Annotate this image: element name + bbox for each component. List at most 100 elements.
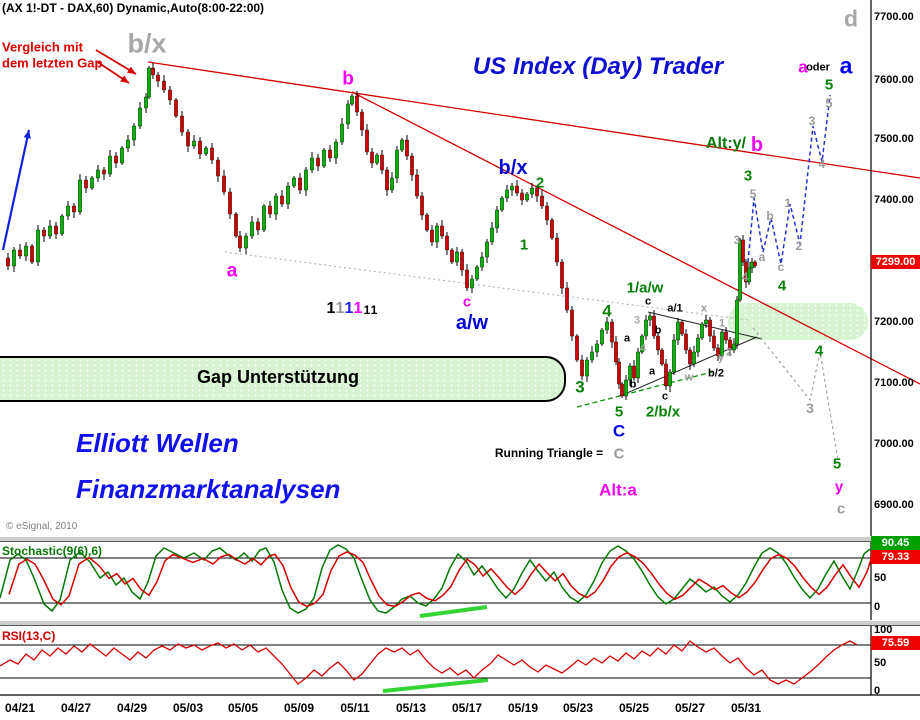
price-tick-label: 7000.00 bbox=[874, 438, 914, 450]
candle-body bbox=[192, 140, 196, 147]
candle-body bbox=[350, 95, 354, 105]
candle-body bbox=[696, 337, 700, 353]
wave-label-elliott-wellen: Elliott Wellen bbox=[76, 428, 239, 458]
candle-body bbox=[234, 213, 238, 237]
candle-body bbox=[440, 225, 444, 237]
wave-label-y: y bbox=[834, 478, 844, 496]
candle-body bbox=[395, 149, 399, 179]
wave-label-a: a bbox=[839, 52, 853, 79]
candle-body bbox=[375, 154, 379, 164]
esignal-copyright: © eSignal, 2010 bbox=[6, 521, 78, 532]
candle-body bbox=[495, 209, 499, 229]
candle-body bbox=[216, 159, 220, 177]
candle-body bbox=[322, 149, 326, 167]
wave-label-4: 4 bbox=[741, 270, 749, 284]
candle-body bbox=[590, 351, 594, 361]
candle-body bbox=[365, 129, 369, 153]
candle-body bbox=[652, 315, 656, 337]
gap-band-label: Gap Unterstützung bbox=[197, 367, 359, 387]
candle-body bbox=[455, 251, 459, 263]
candle-body bbox=[570, 309, 574, 337]
candle-body bbox=[210, 147, 214, 161]
candle-body bbox=[147, 67, 151, 98]
date-tick-label: 04/29 bbox=[116, 701, 148, 715]
wave-label-running-triangle-: Running Triangle = bbox=[494, 446, 604, 460]
wave-label-a: a bbox=[226, 260, 238, 282]
wave-label-1: 1 bbox=[519, 236, 529, 254]
wave-label-1: 1 bbox=[335, 300, 345, 317]
candle-body bbox=[575, 335, 579, 361]
candle-body bbox=[680, 321, 684, 335]
price-tick-label: 7200.00 bbox=[874, 316, 914, 328]
wave-label-3: 3 bbox=[633, 314, 641, 327]
date-tick-label: 05/25 bbox=[618, 701, 650, 715]
candle-body bbox=[550, 219, 554, 239]
wave-label-c: c bbox=[777, 260, 785, 274]
wave-label-5: 5 bbox=[824, 76, 834, 94]
wave-label-b-2: b/2 bbox=[708, 367, 724, 380]
wave-label-2-b-x: 2/b/x bbox=[645, 403, 681, 421]
candle-body bbox=[328, 149, 332, 159]
candle-body bbox=[470, 278, 474, 289]
wave-label-3: 3 bbox=[575, 377, 585, 397]
candle-body bbox=[286, 185, 290, 205]
candle-body bbox=[720, 331, 724, 357]
wave-label-2: 2 bbox=[535, 174, 545, 192]
wave-label-w: w bbox=[684, 371, 694, 384]
candle-body bbox=[688, 349, 692, 365]
panel-divider[interactable] bbox=[0, 620, 920, 626]
candle-body bbox=[280, 195, 284, 205]
triangle-upper-line bbox=[647, 311, 763, 340]
candle-body bbox=[660, 349, 664, 365]
wave-label-c: c bbox=[644, 295, 652, 308]
candle-body bbox=[346, 103, 350, 125]
candle-body bbox=[126, 139, 130, 149]
candle-body bbox=[750, 261, 754, 269]
candle-body bbox=[724, 331, 728, 341]
wave-label-a: a bbox=[758, 250, 766, 264]
price-tick-label: 7100.00 bbox=[874, 377, 914, 389]
candle-body bbox=[708, 319, 712, 337]
candle-body bbox=[120, 147, 124, 164]
price-tick-label: 7700.00 bbox=[874, 11, 914, 23]
candle-body bbox=[340, 123, 344, 143]
stochastic-d-line bbox=[8, 551, 872, 608]
candle-body bbox=[600, 329, 604, 345]
candle-body bbox=[700, 323, 704, 339]
wave-label-4: 4 bbox=[777, 277, 787, 295]
candle-body bbox=[90, 177, 94, 189]
candle-body bbox=[644, 319, 648, 337]
candle-body bbox=[515, 185, 519, 194]
candle-body bbox=[732, 343, 736, 351]
wave-label-dem-letzten-gap: dem letzten Gap bbox=[2, 55, 103, 71]
wave-label-a-w: a/w bbox=[455, 312, 489, 334]
wave-label-b: b bbox=[766, 209, 774, 223]
date-tick-label: 05/13 bbox=[395, 701, 427, 715]
candle-body bbox=[530, 187, 534, 195]
candle-body bbox=[262, 205, 266, 231]
rsi-divergence-line bbox=[382, 678, 489, 693]
candle-body bbox=[460, 251, 464, 271]
candle-body bbox=[60, 215, 64, 235]
wave-label-3: 3 bbox=[808, 114, 816, 128]
candle-body bbox=[198, 140, 202, 155]
candle-body bbox=[72, 205, 76, 213]
wave-label-c: C bbox=[612, 421, 626, 441]
stochastic-scale-label: 50 bbox=[874, 572, 887, 584]
wave-label-2: 2 bbox=[795, 239, 803, 253]
candle-body bbox=[415, 174, 419, 197]
candle-body bbox=[304, 169, 308, 191]
candle-body bbox=[144, 96, 148, 109]
panel-divider[interactable] bbox=[0, 536, 920, 542]
candle-body bbox=[42, 229, 46, 237]
candle-body bbox=[108, 155, 112, 175]
candle-body bbox=[480, 256, 484, 268]
wave-label-5: 5 bbox=[832, 455, 842, 473]
triangle-green-dashed-line bbox=[576, 371, 713, 408]
rsi-value-box: 75.59 bbox=[871, 636, 920, 650]
candle-body bbox=[656, 335, 660, 351]
stochastic-panel-label: Stochastic(9(6),6) bbox=[2, 544, 103, 558]
wave-label-c: C bbox=[613, 445, 625, 463]
candle-body bbox=[741, 239, 745, 263]
